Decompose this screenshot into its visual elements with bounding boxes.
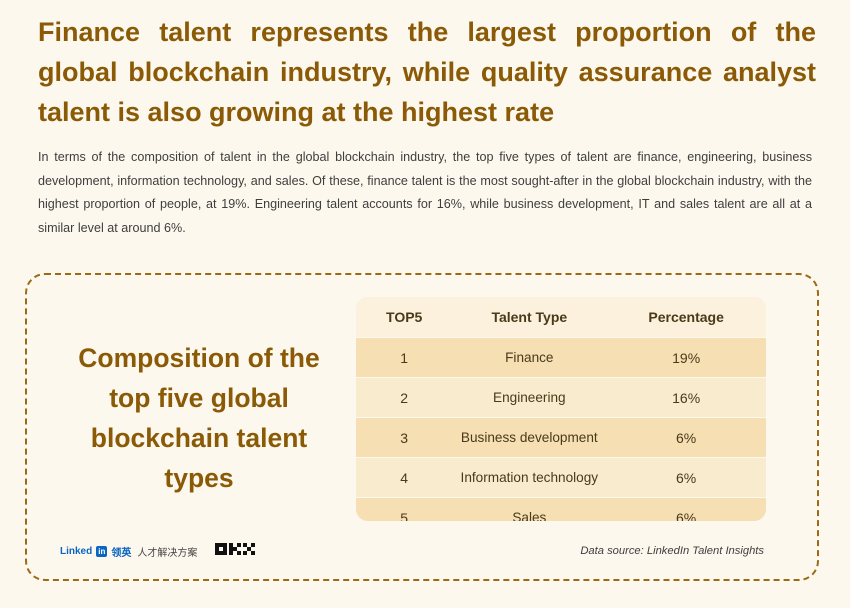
table-row: 4 Information technology 6%	[356, 457, 766, 498]
table-header-row: TOP5 Talent Type Percentage	[356, 297, 766, 338]
table-row: 5 Sales 6%	[356, 497, 766, 521]
info-panel	[25, 273, 819, 581]
rank-cell: 1	[356, 337, 453, 378]
percentage-cell: 16%	[606, 377, 766, 418]
percentage-cell: 6%	[606, 417, 766, 458]
linkedin-logo-word: Linked	[60, 545, 93, 557]
talent-type-cell: Information technology	[452, 457, 607, 498]
rank-cell: 3	[356, 417, 453, 458]
linkedin-talent-solutions-label: 人才解决方案	[137, 547, 198, 559]
talent-type-cell: Engineering	[452, 377, 607, 418]
panel-title: Composition of the top five global block…	[78, 343, 320, 493]
rank-cell: 5	[356, 497, 453, 521]
rank-cell: 4	[356, 457, 453, 498]
rank-cell: 2	[356, 377, 453, 418]
intro-paragraph: In terms of the composition of talent in…	[38, 150, 812, 235]
linkedin-logo-cn: 领英	[111, 547, 132, 559]
talent-table: TOP5 Talent Type Percentage 1 Finance 19…	[356, 297, 766, 521]
header-percentage: Percentage	[606, 297, 766, 338]
partner-logos: Linked in 领英 人才解决方案	[60, 542, 256, 560]
talent-type-cell: Sales	[452, 497, 607, 521]
header-rank: TOP5	[356, 297, 453, 338]
percentage-cell: 6%	[606, 497, 766, 521]
headline: Finance talent represents the largest pr…	[38, 17, 816, 127]
table-row: 1 Finance 19%	[356, 337, 766, 378]
linkedin-logo-box: in	[96, 545, 108, 557]
table-row: 3 Business development 6%	[356, 417, 766, 458]
percentage-cell: 19%	[606, 337, 766, 378]
talent-type-cell: Finance	[452, 337, 607, 378]
header-talent-type: Talent Type	[452, 297, 607, 338]
okx-logo-icon	[215, 542, 256, 560]
table-row: 2 Engineering 16%	[356, 377, 766, 418]
talent-type-cell: Business development	[452, 417, 607, 458]
data-source-note: Data source: LinkedIn Talent Insights	[580, 545, 764, 557]
percentage-cell: 6%	[606, 457, 766, 498]
